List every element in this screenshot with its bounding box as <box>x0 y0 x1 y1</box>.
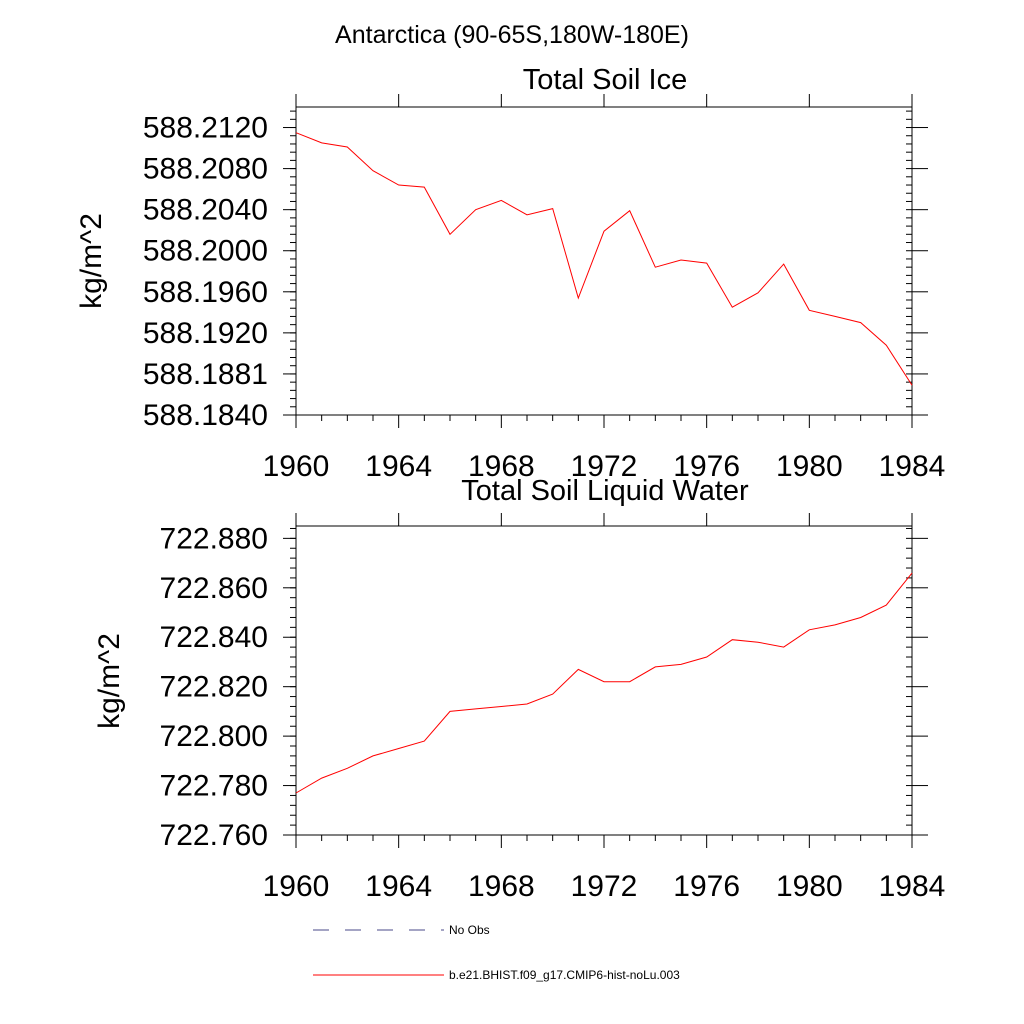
series-line <box>295 572 913 794</box>
x-tick-label: 1984 <box>879 870 946 903</box>
x-tick-label: 1976 <box>673 450 740 483</box>
y-tick-label: 722.760 <box>160 819 268 852</box>
legend: No Obs b.e21.BHIST.f09_g17.CMIP6-hist-no… <box>313 923 680 982</box>
series-line <box>295 132 913 386</box>
y-tick-label: 722.800 <box>160 720 268 753</box>
figure-suptitle: Antarctica (90-65S,180W-180E) <box>335 21 689 49</box>
x-tick-label: 1984 <box>879 450 946 483</box>
x-tick-label: 1972 <box>571 450 638 483</box>
x-tick-label: 1980 <box>776 450 843 483</box>
x-tick-label: 1960 <box>263 870 330 903</box>
y-tick-label: 588.2000 <box>143 235 268 268</box>
legend-item-no-obs: No Obs <box>313 923 490 937</box>
y-tick-label: 588.2040 <box>143 194 268 227</box>
legend-item-model-run: b.e21.BHIST.f09_g17.CMIP6-hist-noLu.003 <box>313 968 680 982</box>
y-axis-label: kg/m^2 <box>93 633 126 729</box>
x-tick-label: 1976 <box>673 870 740 903</box>
x-tick-label: 1960 <box>263 450 330 483</box>
chart-total-soil-liquid-water: Total Soil Liquid Water kg/m^2 1960 1964 1… <box>93 475 945 903</box>
y-tick-label: 588.1920 <box>143 317 268 350</box>
y-tick-label: 588.1960 <box>143 276 268 309</box>
legend-label: b.e21.BHIST.f09_g17.CMIP6-hist-noLu.003 <box>449 968 680 982</box>
series-group <box>295 572 913 794</box>
y-axis: 722.760 722.780 722.800 722.820 722.840 722.8… <box>160 522 928 852</box>
x-tick-label: 1980 <box>776 870 843 903</box>
x-tick-label: 1964 <box>365 450 432 483</box>
x-tick-label: 1972 <box>571 870 638 903</box>
series-group <box>295 132 913 386</box>
x-tick-label: 1968 <box>468 870 535 903</box>
y-axis: 588.1840 588.1881 588.1920 588.1960 588.2000… <box>143 110 928 432</box>
y-tick-label: 722.880 <box>160 522 268 555</box>
chart-title: Total Soil Ice <box>523 64 687 96</box>
plot-frame <box>295 525 913 836</box>
x-axis: 1960 1964 1968 1972 1976 1980 1984 <box>263 94 946 483</box>
y-tick-label: 722.780 <box>160 770 268 803</box>
x-axis: 1960 1964 1968 1972 1976 1980 1984 <box>263 513 946 903</box>
y-tick-label: 588.1881 <box>143 358 268 391</box>
y-tick-label: 722.840 <box>160 621 268 654</box>
y-tick-label: 722.860 <box>160 572 268 605</box>
x-tick-label: 1964 <box>365 870 432 903</box>
y-axis-label: kg/m^2 <box>75 213 108 309</box>
plot-frame <box>295 106 913 416</box>
y-tick-label: 588.2120 <box>143 112 268 145</box>
x-tick-label: 1968 <box>468 450 535 483</box>
y-tick-label: 722.820 <box>160 671 268 704</box>
legend-label: No Obs <box>449 923 490 937</box>
y-tick-label: 588.1840 <box>143 399 268 432</box>
chart-title: Total Soil Liquid Water <box>461 475 749 507</box>
y-tick-label: 588.2080 <box>143 153 268 186</box>
chart-total-soil-ice: Total Soil Ice kg/m^2 1960 1964 1968 1972 19… <box>75 64 945 483</box>
